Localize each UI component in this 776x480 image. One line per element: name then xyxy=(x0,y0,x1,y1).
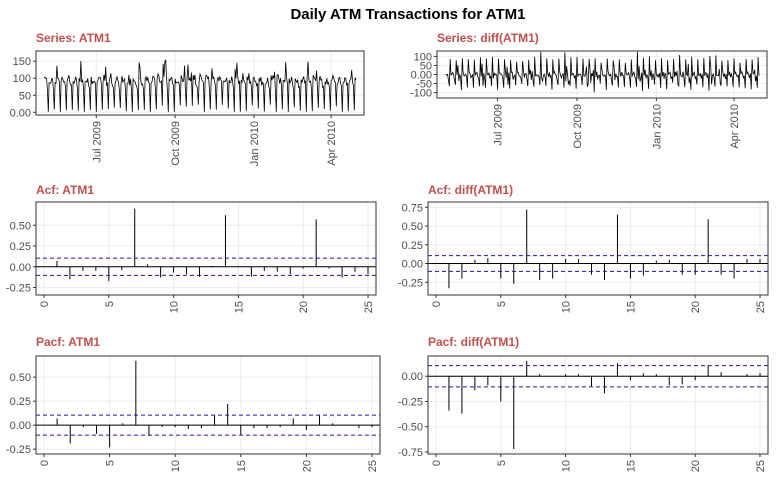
plot-border xyxy=(35,201,377,296)
acf-atm1-panel: -0.25 0.00 0.25 0.50 0 5 10 15 20 25 Acf: ATM1 xyxy=(6,183,377,313)
x-tick-label: Jan 2010 xyxy=(651,104,663,149)
y-tick-label: 0.25 xyxy=(402,240,423,252)
plot-border xyxy=(427,201,769,296)
x-tick-label: Jul 2009 xyxy=(91,121,103,163)
panel-title: Series: ATM1 xyxy=(36,31,111,45)
x-tick-label: Jan 2010 xyxy=(249,121,261,166)
x-tick-label: 5 xyxy=(496,301,508,307)
y-tick-label: 0.00 xyxy=(411,70,432,82)
y-tick-label: -0.50 xyxy=(398,422,423,434)
y-tick-label: 0.00 xyxy=(10,420,31,432)
x-tick-label: 25 xyxy=(755,301,767,313)
panel-title: Acf: ATM1 xyxy=(36,183,94,197)
x-tick-label: 20 xyxy=(301,460,313,472)
panel-title: Acf: diff(ATM1) xyxy=(428,183,513,197)
y-tick-label: -100 xyxy=(410,88,432,100)
x-tick-label: 0 xyxy=(39,460,51,466)
x-tick-label: 0 xyxy=(431,460,443,466)
x-tick-label: 20 xyxy=(298,301,310,313)
acf-diff-panel: -0.25 0.00 0.25 0.50 0.75 0 5 10 15 20 25 Acf: diff… xyxy=(398,183,769,313)
y-tick-label: 0.50 xyxy=(402,221,423,233)
x-tick-label: 15 xyxy=(236,460,248,472)
y-tick-label: -50 xyxy=(416,79,432,91)
x-tick-label: Oct 2009 xyxy=(170,121,182,166)
x-tick-label: 10 xyxy=(169,301,181,313)
y-tick-label: 0.00 xyxy=(10,107,31,119)
diff-series-line xyxy=(445,51,760,93)
y-tick-label: -0.75 xyxy=(398,447,423,459)
x-tick-label: Apr 2010 xyxy=(326,121,338,166)
x-tick-label: 10 xyxy=(170,460,182,472)
x-tick-label: 20 xyxy=(690,301,702,313)
plot-border xyxy=(427,355,769,455)
atm1-series-line xyxy=(43,59,357,112)
y-tick-label: -0.25 xyxy=(398,396,423,408)
plot-border xyxy=(436,50,768,99)
x-tick-label: 25 xyxy=(755,460,767,472)
y-tick-label: 0.75 xyxy=(402,202,423,214)
y-tick-label: 0.00 xyxy=(10,262,31,274)
x-tick-label: 15 xyxy=(625,460,637,472)
plot-background xyxy=(36,202,376,295)
pacf-atm1-panel: -0.25 0.00 0.25 0.50 0 5 10 15 20 25 Pacf: ATM1 xyxy=(6,335,381,472)
x-tick-label: 5 xyxy=(496,460,508,466)
y-tick-label: 150 xyxy=(13,56,31,68)
y-tick-label: 0.25 xyxy=(10,241,31,253)
y-tick-label: -0.25 xyxy=(6,283,31,295)
x-tick-label: 10 xyxy=(561,301,573,313)
x-tick-label: 25 xyxy=(367,460,379,472)
y-tick-label: 0.50 xyxy=(10,372,31,384)
y-tick-label: 50 xyxy=(19,90,31,102)
plot-background xyxy=(428,202,768,295)
pacf-diff-panel: -0.75 -0.50 -0.25 0.00 0 5 10 15 20 25 Pacf: diff(… xyxy=(398,335,769,472)
panel-title: Pacf: ATM1 xyxy=(36,335,100,349)
series-atm1-panel: 0.00 50 100 150 Jul 2009 Oct 2009 Jan 2010 Apr … xyxy=(10,31,365,166)
y-tick-label: 0.25 xyxy=(10,396,31,408)
x-tick-label: 5 xyxy=(104,301,116,307)
y-tick-label: 0.00 xyxy=(402,371,423,383)
y-tick-label: 100 xyxy=(414,51,432,63)
y-tick-label: -0.25 xyxy=(398,277,423,289)
x-tick-label: 0 xyxy=(431,301,443,307)
x-tick-label: Oct 2009 xyxy=(572,104,584,149)
x-tick-label: 5 xyxy=(105,460,117,466)
x-tick-label: 15 xyxy=(233,301,245,313)
x-tick-label: 20 xyxy=(690,460,702,472)
plot-background xyxy=(428,356,768,454)
figure-title: Daily ATM Transactions for ATM1 xyxy=(290,6,525,23)
x-tick-label: 0 xyxy=(39,301,51,307)
y-tick-label: 100 xyxy=(13,73,31,85)
y-tick-label: -0.25 xyxy=(6,444,31,456)
y-tick-label: 0.00 xyxy=(402,259,423,271)
x-tick-label: Jul 2009 xyxy=(493,104,505,146)
plot-border xyxy=(35,50,365,116)
panel-title: Series: diff(ATM1) xyxy=(437,31,539,45)
x-tick-label: 15 xyxy=(625,301,637,313)
x-tick-label: 25 xyxy=(363,301,375,313)
plot-border xyxy=(35,355,381,455)
x-tick-label: Apr 2010 xyxy=(729,104,741,149)
y-tick-label: 0.50 xyxy=(10,220,31,232)
y-tick-label: 50 xyxy=(420,60,432,72)
plot-background xyxy=(36,356,380,454)
panel-title: Pacf: diff(ATM1) xyxy=(428,335,519,349)
x-tick-label: 10 xyxy=(561,460,573,472)
